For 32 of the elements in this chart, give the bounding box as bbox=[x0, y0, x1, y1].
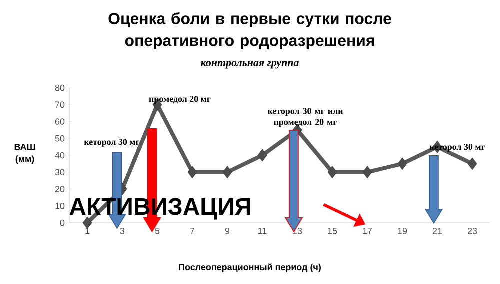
x-tick-label: 23 bbox=[468, 228, 478, 234]
x-tick-label: 3 bbox=[120, 228, 125, 234]
x-tick-label: 11 bbox=[258, 228, 267, 234]
point bbox=[468, 158, 478, 170]
chart-title: Оценка боли в первые сутки после оперативного родоразрешения bbox=[108, 12, 392, 50]
chart-subtitle: контрольная группа bbox=[201, 61, 299, 69]
y-tick-label: 0 bbox=[60, 220, 65, 226]
y-tick-label: 20 bbox=[55, 186, 65, 192]
x-tick-label: 5 bbox=[155, 228, 160, 234]
x-tick-label: 17 bbox=[363, 228, 372, 234]
y-tick-label: 80 bbox=[55, 84, 65, 92]
y-tick-label: 70 bbox=[55, 102, 65, 108]
x-tick-label: 19 bbox=[398, 228, 408, 234]
y-tick-label: 50 bbox=[55, 135, 65, 142]
x-tick-label: 9 bbox=[225, 228, 230, 234]
y-axis-title: ВАШ (мм) bbox=[14, 144, 36, 164]
x-tick-label: 21 bbox=[432, 228, 442, 234]
point bbox=[398, 158, 408, 170]
y-tick-label: 30 bbox=[55, 169, 65, 176]
point bbox=[258, 149, 268, 162]
annotation: кеторол 30 мг bbox=[84, 139, 140, 147]
x-axis-title: Послеоперационный период (ч) bbox=[179, 264, 321, 272]
point bbox=[222, 166, 232, 179]
point bbox=[362, 166, 372, 179]
point bbox=[328, 166, 338, 179]
point bbox=[188, 166, 198, 179]
y-tick-label: 40 bbox=[55, 152, 65, 159]
x-tick-label: 7 bbox=[190, 228, 195, 234]
y-tick-label: 60 bbox=[55, 118, 65, 125]
y-tick-label: 10 bbox=[56, 202, 65, 210]
x-tick-label: 15 bbox=[328, 228, 338, 234]
annotation: кеторол 30 мг или промедол 20 мг bbox=[268, 108, 344, 127]
